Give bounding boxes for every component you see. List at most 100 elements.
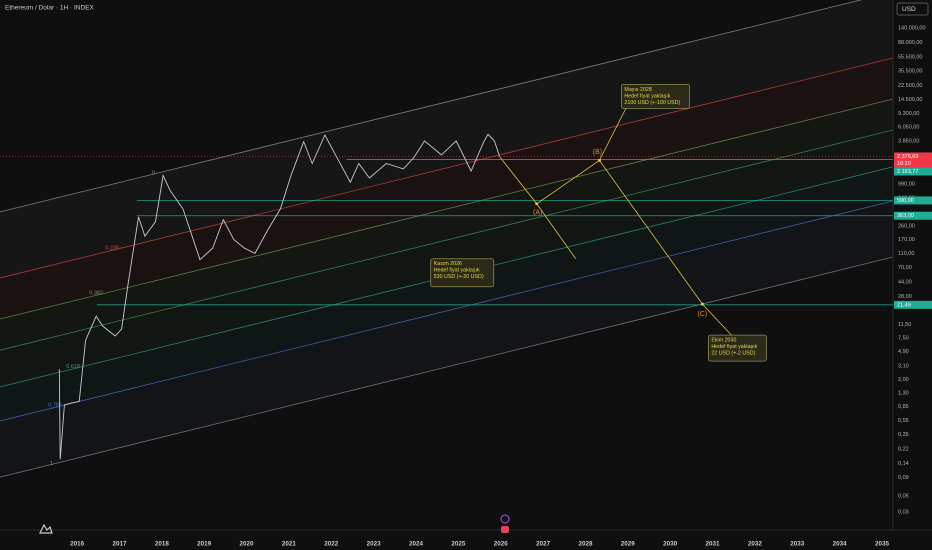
x-tick-label: 2026 <box>494 541 509 548</box>
y-tick-label: 70,00 <box>898 265 912 271</box>
x-tick-label: 2031 <box>706 541 721 548</box>
target-text: 22 USD (+-2 USD) <box>711 351 755 357</box>
price-label-box <box>894 196 932 205</box>
x-tick-label: 2028 <box>578 541 593 548</box>
target-point <box>535 202 539 206</box>
channel-line <box>0 200 893 422</box>
projection-path <box>499 156 703 305</box>
target-subtitle: Hedef fiyat yaklaşık <box>624 93 670 99</box>
y-tick-label: 88.000,00 <box>898 40 922 46</box>
y-tick-label: 35.500,00 <box>898 69 922 75</box>
price-label-box <box>894 167 932 176</box>
target-box <box>621 83 690 109</box>
channel-fill <box>0 99 893 351</box>
x-tick-label: 2030 <box>663 541 678 548</box>
price-label: 363,00 <box>897 213 914 219</box>
y-tick-label: 22.500,00 <box>898 83 922 89</box>
y-tick-label: 14.500,00 <box>898 97 922 103</box>
y-tick-label: 3.850,00 <box>898 139 919 145</box>
x-tick-label: 2035 <box>875 541 890 548</box>
y-tick-label: 55.500,00 <box>898 55 922 61</box>
channel-fill <box>0 200 893 478</box>
y-tick-label: 0,22 <box>898 447 909 453</box>
channel-label: 0.236 <box>105 246 119 252</box>
target-subtitle: Hedef fiyat yaklaşık <box>711 344 757 350</box>
target-point-label: (C) <box>698 311 708 318</box>
target-title: Kasım 2026 <box>434 261 462 267</box>
price-label: 590,00 <box>897 198 914 204</box>
y-tick-label: 0,05 <box>898 493 909 499</box>
y-tick-label: 11,50 <box>898 322 911 328</box>
price-label-box <box>894 152 932 168</box>
channel-line <box>0 256 893 478</box>
logo <box>39 523 53 534</box>
x-tick-label: 2029 <box>621 541 636 548</box>
target-box <box>707 334 767 362</box>
y-tick-label: 2,00 <box>898 377 909 383</box>
y-tick-label: 9.300,00 <box>898 111 919 117</box>
y-tick-label: 0,85 <box>898 404 909 410</box>
channel-fill <box>0 166 893 421</box>
y-tick-label: 0,14 <box>898 461 909 467</box>
target-connector <box>702 303 733 337</box>
axes: 140.000,00 88.000,00 55.500,00 35.500,00 22.… <box>70 25 932 548</box>
y-tick-label: 7,50 <box>898 335 909 341</box>
countdown: 18:20 <box>897 161 911 167</box>
x-tick-label: 2017 <box>112 541 127 548</box>
x-tick-label: 2019 <box>197 541 212 548</box>
y-tick-label: 990,00 <box>898 182 915 188</box>
y-tick-label: 3,10 <box>898 363 909 369</box>
target-connector <box>599 105 628 161</box>
currency-button[interactable] <box>896 2 929 16</box>
channel-line <box>0 57 893 279</box>
target-text: 2100 USD (+-100 USD) <box>624 100 680 106</box>
channel-fill <box>0 58 893 320</box>
y-tick-label: 1,30 <box>898 391 909 397</box>
channel-label: 0 <box>152 171 155 177</box>
target-box <box>430 258 495 288</box>
event-icon[interactable] <box>501 526 509 533</box>
y-tick-label: 0,03 <box>898 510 909 516</box>
y-tick-label: 0,55 <box>898 418 909 424</box>
target-title: Ekim 2030 <box>711 338 736 344</box>
y-tick-label: 28,00 <box>898 294 912 300</box>
x-tick-label: 2033 <box>790 541 805 548</box>
currency-label[interactable]: USD <box>902 6 916 13</box>
target-point-label: (B) <box>593 149 602 156</box>
symbol-title: Ethereum / Dolar · 1H · INDEX <box>5 5 95 12</box>
target-subtitle: Hedef fiyat yaklaşık <box>434 268 480 274</box>
target-text: 530 USD (+-20 USD) <box>434 274 484 280</box>
price-line-series <box>58 133 500 460</box>
x-tick-label: 2027 <box>536 541 551 548</box>
y-tick-label: 44,00 <box>898 280 912 286</box>
price-label: 21,49 <box>897 302 911 308</box>
channel-label: 0.618 <box>66 364 80 370</box>
channel-label: 1 <box>50 461 53 467</box>
channel-line <box>0 129 893 351</box>
x-tick-label: 2016 <box>70 541 85 548</box>
y-tick-label: 140.000,00 <box>898 25 926 31</box>
y-tick-label: 260,00 <box>898 224 915 230</box>
target-connector <box>536 203 577 260</box>
x-tick-label: 2020 <box>240 541 255 548</box>
channel-line <box>0 98 893 320</box>
target-title: Mayıs 2028 <box>624 87 651 93</box>
event-icon[interactable] <box>500 514 510 524</box>
price-label-box <box>894 300 932 309</box>
x-tick-label: 2034 <box>833 541 848 548</box>
y-tick-label: 0,35 <box>898 432 909 438</box>
y-tick-label: 110,00 <box>898 251 914 257</box>
target-point <box>700 302 704 306</box>
y-tick-label: 170,00 <box>898 237 915 243</box>
target-point <box>597 158 601 162</box>
x-tick-label: 2021 <box>282 541 297 548</box>
channel-line <box>0 0 863 213</box>
x-tick-label: 2032 <box>748 541 763 548</box>
x-tick-label: 2024 <box>409 541 424 548</box>
channel-label: 0.382 <box>89 291 103 297</box>
channel-label: 0.786 <box>48 403 62 409</box>
target-point-label: (A) <box>533 210 542 217</box>
price-label: 2.376,69 <box>897 154 918 160</box>
